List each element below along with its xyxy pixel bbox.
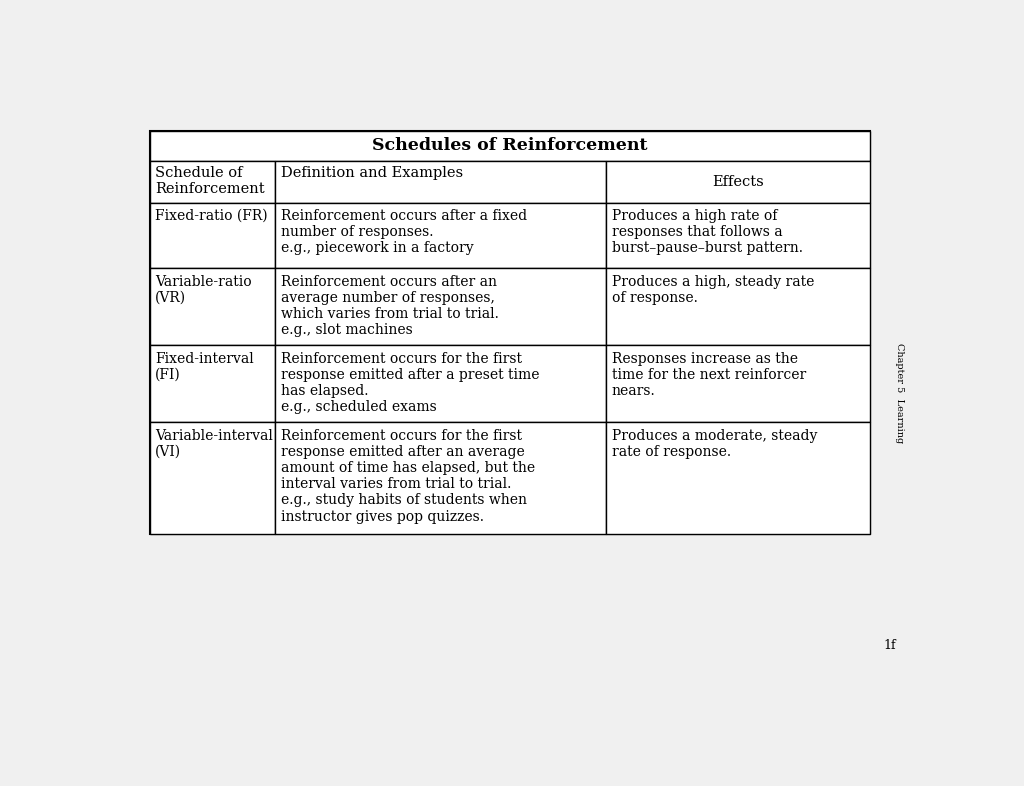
Bar xyxy=(275,345,606,422)
Bar xyxy=(275,268,606,345)
Text: Fixed-ratio (FR): Fixed-ratio (FR) xyxy=(155,209,267,223)
Bar xyxy=(275,422,606,534)
Text: Reinforcement occurs for the first
response emitted after an average
amount of t: Reinforcement occurs for the first respo… xyxy=(281,428,535,523)
Text: Variable-interval
(VI): Variable-interval (VI) xyxy=(155,428,273,459)
Bar xyxy=(606,268,870,345)
Bar xyxy=(150,131,870,160)
Bar xyxy=(150,203,275,268)
Bar xyxy=(275,203,606,268)
Text: 1f: 1f xyxy=(884,638,896,652)
Bar xyxy=(150,345,275,422)
Bar xyxy=(150,131,870,534)
Bar xyxy=(150,160,275,203)
Text: Chapter 5  Learning: Chapter 5 Learning xyxy=(895,343,904,443)
Bar xyxy=(606,203,870,268)
Text: Produces a moderate, steady
rate of response.: Produces a moderate, steady rate of resp… xyxy=(611,428,817,459)
Text: Produces a high rate of
responses that follows a
burst–pause–burst pattern.: Produces a high rate of responses that f… xyxy=(611,209,803,255)
Text: Effects: Effects xyxy=(713,174,764,189)
Bar xyxy=(606,345,870,422)
Text: Schedules of Reinforcement: Schedules of Reinforcement xyxy=(373,138,648,154)
Bar xyxy=(606,160,870,203)
Bar xyxy=(150,268,275,345)
Bar xyxy=(150,422,275,534)
Text: Variable-ratio
(VR): Variable-ratio (VR) xyxy=(155,274,252,305)
Bar xyxy=(606,422,870,534)
Text: Fixed-interval
(FI): Fixed-interval (FI) xyxy=(155,351,254,382)
Text: Schedule of
Reinforcement: Schedule of Reinforcement xyxy=(155,166,265,196)
Text: Reinforcement occurs after a fixed
number of responses.
e.g., piecework in a fac: Reinforcement occurs after a fixed numbe… xyxy=(281,209,526,255)
Text: Responses increase as the
time for the next reinforcer
nears.: Responses increase as the time for the n… xyxy=(611,351,806,398)
Text: Produces a high, steady rate
of response.: Produces a high, steady rate of response… xyxy=(611,274,814,305)
Text: Definition and Examples: Definition and Examples xyxy=(281,166,463,180)
Text: Reinforcement occurs after an
average number of responses,
which varies from tri: Reinforcement occurs after an average nu… xyxy=(281,274,499,337)
Text: Reinforcement occurs for the first
response emitted after a preset time
has elap: Reinforcement occurs for the first respo… xyxy=(281,351,540,414)
Bar xyxy=(275,160,606,203)
